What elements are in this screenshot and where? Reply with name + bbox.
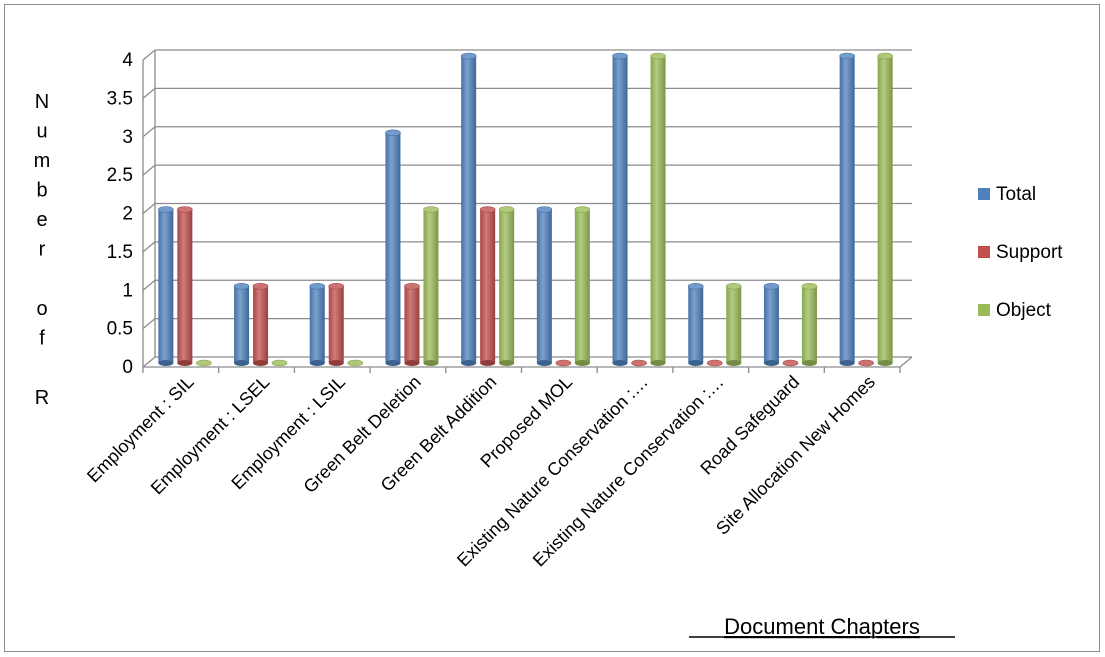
bar-object — [725, 282, 742, 366]
bar-support — [479, 206, 496, 366]
bar-object — [498, 206, 515, 366]
bar-total — [612, 52, 628, 366]
y-tick-label: 1.5 — [107, 242, 133, 263]
side-wall-line — [142, 126, 156, 138]
bar-support — [555, 359, 572, 367]
side-wall-line — [142, 203, 156, 214]
bar-object — [574, 206, 591, 366]
floor-right-edge — [899, 356, 913, 368]
bar-support — [858, 359, 874, 367]
y-tick-label: 2.5 — [107, 165, 133, 186]
legend-label: Object — [996, 300, 1052, 321]
bar-object — [801, 282, 818, 366]
side-wall-line — [142, 356, 156, 368]
bar-support — [177, 206, 193, 366]
bar-object — [347, 359, 364, 367]
bar-total — [839, 52, 855, 366]
bar-total — [158, 206, 174, 366]
bar-support — [782, 359, 799, 367]
bar-total — [687, 282, 704, 366]
bar-object — [423, 206, 439, 366]
y-axis-label-char: R — [35, 387, 49, 409]
side-wall-line — [142, 49, 156, 61]
y-tick-label: 3.5 — [107, 88, 133, 109]
y-tick-label: 1 — [122, 280, 133, 301]
y-tick-label: 3 — [122, 127, 133, 148]
y-axis-label-char: u — [36, 121, 47, 143]
bar-total — [233, 282, 250, 366]
y-tick-label: 2 — [122, 204, 133, 225]
side-wall-line — [142, 164, 156, 176]
y-tick-label: 4 — [122, 50, 133, 71]
side-wall-line — [142, 279, 156, 291]
y-axis-label-char: f — [39, 328, 45, 350]
y-axis-label-char: m — [34, 150, 51, 172]
bar-object — [650, 52, 666, 366]
x-ticks — [142, 367, 901, 373]
legend-item: Object — [978, 300, 1052, 321]
bar-total — [763, 282, 780, 366]
legend: Total Support Object — [978, 184, 1063, 321]
legend-label: Total — [996, 184, 1036, 205]
x-tick-label: Site Allocation New Homes — [712, 372, 879, 539]
side-wall-line — [142, 318, 156, 330]
y-tick-labels: 0 0.5 1 1.5 2 2.5 3 3.5 4 — [107, 50, 134, 378]
bar-support — [252, 282, 269, 366]
y-axis-label-char: e — [36, 209, 47, 231]
bar-object — [196, 359, 212, 367]
y-axis-label-char: N — [35, 91, 49, 113]
bar-object — [877, 52, 893, 366]
legend-item: Total — [978, 184, 1036, 205]
bar-object — [271, 359, 288, 367]
bar-total — [385, 129, 401, 366]
legend-label: Support — [996, 242, 1063, 263]
legend-swatch — [978, 304, 990, 316]
bar-support — [706, 359, 723, 367]
y-axis-label-char: r — [39, 239, 46, 261]
legend-swatch — [978, 246, 990, 258]
legend-swatch — [978, 188, 990, 200]
y-axis-label-char: o — [36, 298, 47, 320]
side-wall-line — [142, 87, 156, 99]
bars — [158, 52, 893, 367]
y-tick-label: 0 — [122, 357, 133, 378]
y-axis-label-char: b — [36, 180, 47, 202]
x-axis-title: Document Chapters — [724, 614, 920, 639]
bar-support — [328, 282, 345, 366]
side-wall-line — [142, 241, 156, 253]
y-tick-label: 0.5 — [107, 319, 133, 340]
bar-total — [309, 282, 326, 366]
legend-item: Support — [978, 242, 1063, 263]
bar-total — [460, 52, 477, 366]
bar-support — [404, 282, 420, 366]
bar-support — [631, 359, 647, 367]
bar-total — [536, 206, 553, 366]
